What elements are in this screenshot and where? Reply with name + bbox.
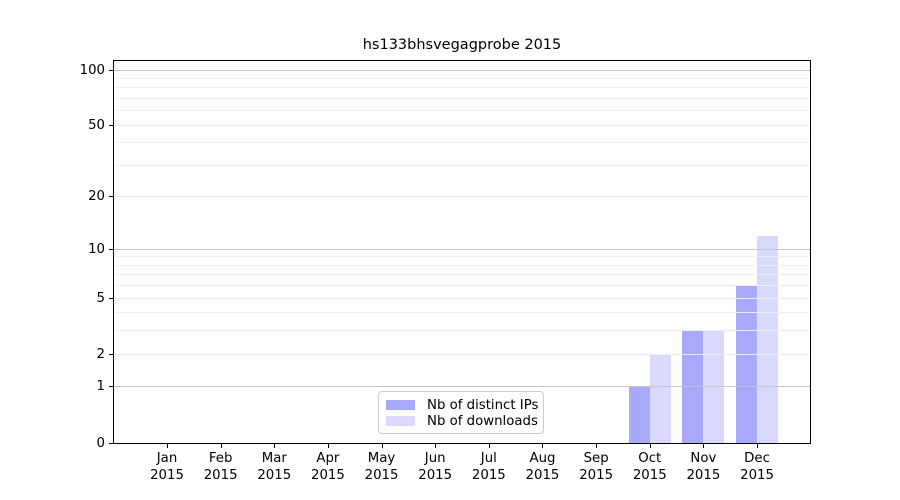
x-tick-label-jul: Jul 2015 (461, 451, 517, 484)
x-tick-label-sep: Sep 2015 (568, 451, 624, 484)
x-tick-month: Apr (316, 451, 340, 466)
gridline-minor (114, 110, 810, 112)
x-tick-mark (488, 444, 490, 448)
y-tick-mark (109, 353, 113, 355)
gridline-minor (114, 196, 810, 198)
x-tick-year: 2015 (525, 467, 560, 483)
y-tick-mark (109, 297, 113, 299)
x-tick-year: 2015 (686, 467, 721, 483)
y-tick-mark (109, 248, 113, 250)
x-tick-year: 2015 (740, 467, 774, 483)
x-tick-year: 2015 (418, 467, 453, 483)
x-tick-year: 2015 (203, 467, 238, 483)
legend-swatch-downloads (386, 416, 415, 426)
x-tick-year: 2015 (364, 467, 399, 483)
legend-label-downloads: Nb of downloads (427, 413, 538, 429)
legend: Nb of distinct IPs Nb of downloads (378, 391, 544, 434)
legend-swatch-distinct-ips (386, 400, 415, 410)
x-tick-month: May (367, 451, 396, 466)
x-tick-month: Sep (583, 451, 609, 466)
y-tick-mark (109, 124, 113, 126)
x-tick-label-may: May 2015 (354, 451, 410, 484)
gridline-minor (114, 98, 810, 100)
gridline-major (114, 386, 810, 388)
x-tick-month: Feb (208, 451, 233, 466)
x-tick-label-apr: Apr 2015 (300, 451, 356, 484)
x-tick-month: Jun (424, 451, 446, 466)
gridline-minor (114, 297, 810, 299)
x-tick-mark (596, 444, 598, 448)
x-tick-year: 2015 (150, 467, 184, 483)
y-tick-label: 100 (79, 62, 105, 78)
legend-label-distinct-ips: Nb of distinct IPs (427, 397, 539, 413)
grid-layer (114, 61, 810, 443)
x-tick-label-jun: Jun 2015 (407, 451, 463, 484)
bar-downloads-dec (757, 235, 779, 443)
gridline-minor (114, 124, 810, 126)
x-tick-mark (327, 444, 329, 448)
x-tick-month: Dec (744, 451, 770, 466)
plot-area (113, 60, 811, 444)
x-tick-label-mar: Mar 2015 (246, 451, 302, 484)
x-tick-mark (381, 444, 383, 448)
x-tick-mark (757, 444, 759, 448)
x-tick-label-nov: Nov 2015 (675, 451, 731, 484)
gridline-minor (114, 312, 810, 314)
y-tick-mark (109, 386, 113, 388)
x-tick-label-dec: Dec 2015 (729, 451, 785, 484)
x-tick-label-jan: Jan 2015 (139, 451, 195, 484)
y-tick-label: 10 (88, 241, 105, 257)
x-tick-mark (435, 444, 437, 448)
gridline-major (114, 248, 810, 250)
x-tick-month: Jul (480, 451, 497, 466)
x-tick-mark (542, 444, 544, 448)
gridline-minor (114, 330, 810, 332)
y-tick-label: 2 (96, 346, 105, 362)
y-tick-mark (109, 69, 113, 71)
x-tick-label-oct: Oct 2015 (622, 451, 678, 484)
y-tick-label: 20 (88, 189, 105, 205)
gridline-minor (114, 77, 810, 79)
x-tick-mark (220, 444, 222, 448)
x-tick-month: Oct (638, 451, 662, 466)
x-tick-mark (167, 444, 168, 448)
gridline-minor (114, 353, 810, 355)
x-tick-mark (649, 444, 651, 448)
bar-downloads-oct (649, 354, 671, 443)
y-tick-mark (109, 442, 113, 444)
x-tick-month: Mar (261, 451, 287, 466)
legend-item-downloads: Nb of downloads (386, 413, 538, 429)
y-tick-mark (109, 196, 113, 198)
y-tick-label: 0 (96, 435, 105, 451)
y-tick-label: 5 (96, 290, 105, 306)
x-tick-year: 2015 (310, 467, 345, 483)
bar-distinct-ips-oct (628, 387, 650, 443)
x-tick-month: Aug (529, 451, 556, 466)
gridline-minor (114, 165, 810, 166)
legend-item-distinct-ips: Nb of distinct IPs (386, 397, 539, 413)
y-tick-label: 50 (88, 117, 105, 133)
bar-distinct-ips-dec (736, 285, 758, 443)
gridline-minor (114, 87, 810, 89)
x-tick-label-feb: Feb 2015 (193, 451, 249, 484)
x-tick-month: Jan (156, 451, 178, 466)
y-tick-label: 1 (96, 379, 105, 395)
gridline-major (114, 69, 810, 71)
x-tick-year: 2015 (471, 467, 506, 483)
chart-title: hs133bhsvegagprobe 2015 (362, 37, 562, 53)
x-tick-year: 2015 (579, 467, 614, 483)
x-tick-year: 2015 (257, 467, 292, 483)
gridline-minor (114, 142, 810, 144)
x-tick-mark (703, 444, 705, 448)
gridline-minor (114, 264, 810, 266)
gridline-minor (114, 285, 810, 287)
gridline-minor (114, 256, 810, 258)
x-tick-label-aug: Aug 2015 (514, 451, 570, 484)
x-tick-year: 2015 (632, 467, 667, 483)
x-tick-month: Nov (690, 451, 717, 466)
gridline-minor (114, 274, 810, 276)
x-tick-mark (274, 444, 276, 448)
